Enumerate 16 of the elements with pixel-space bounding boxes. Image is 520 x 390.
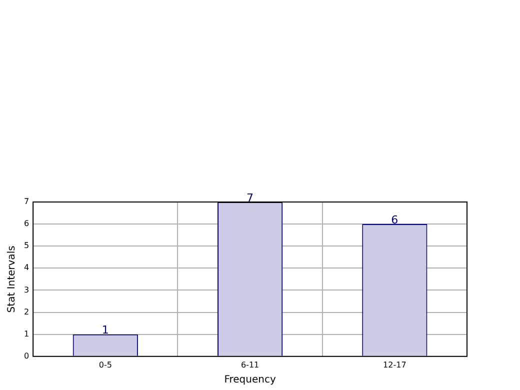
x-tick-label: 6-11: [240, 360, 260, 370]
y-axis-title: Stat Intervals: [6, 246, 18, 313]
y-tick-label: 4: [24, 263, 30, 272]
data-label: 1: [102, 324, 109, 337]
y-tick-label: 0: [24, 351, 30, 360]
x-tick-label: 12-17: [383, 360, 406, 370]
y-tick-label: 7: [24, 197, 30, 206]
x-tick-label: 0-5: [98, 360, 112, 370]
x-axis-title: Frequency: [224, 374, 276, 386]
y-tick-label: 2: [24, 307, 30, 316]
data-label: 7: [246, 191, 254, 204]
y-tick-label: 3: [24, 285, 30, 294]
y-tick-label: 1: [24, 329, 30, 338]
data-label: 6: [391, 213, 398, 226]
y-tick-label: 6: [24, 219, 30, 228]
y-tick-label: 5: [24, 241, 30, 250]
